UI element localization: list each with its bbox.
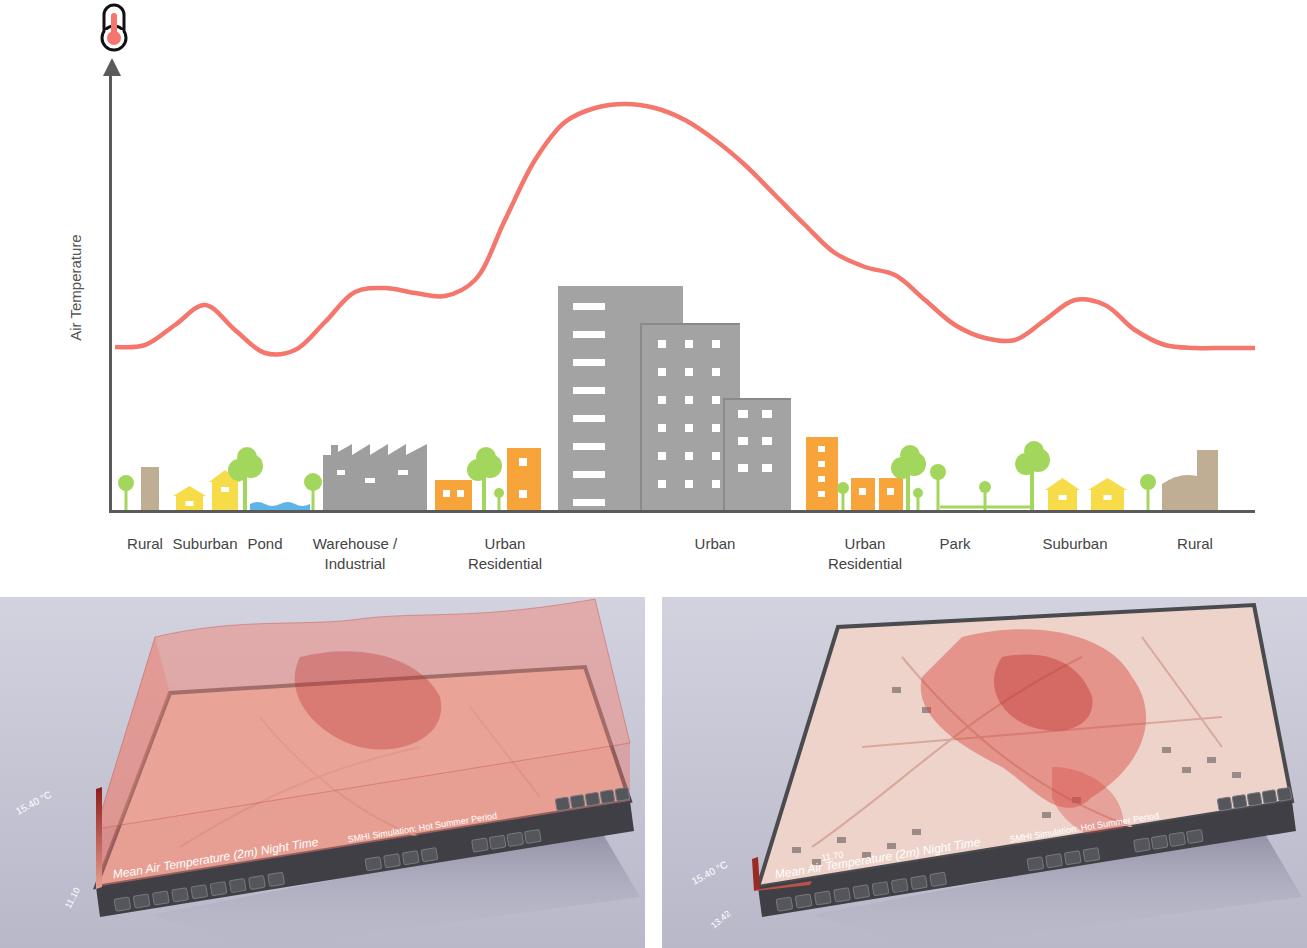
svg-text:Rural: Rural: [127, 535, 163, 552]
svg-text:Air Temperature: Air Temperature: [67, 234, 84, 340]
svg-text:11.10: 11.10: [63, 886, 82, 910]
svg-text:Suburban: Suburban: [172, 535, 237, 552]
svg-text:Pond: Pond: [247, 535, 282, 552]
svg-text:Mean Air Temperature (2m) Nigh: Mean Air Temperature (2m) Night Time: [112, 835, 320, 882]
svg-text:SMHI Simulation: Hot Summer Pe: SMHI Simulation: Hot Summer Period: [1009, 810, 1160, 844]
svg-text:Mean Air Temperature (2m) Nigh: Mean Air Temperature (2m) Night Time: [774, 835, 982, 882]
svg-text:Rural: Rural: [1177, 535, 1213, 552]
svg-text:Park: Park: [940, 535, 971, 552]
svg-text:15.40 °C: 15.40 °C: [690, 859, 730, 887]
svg-text:UrbanResidential: UrbanResidential: [828, 535, 902, 572]
svg-text:11.70: 11.70: [821, 850, 844, 863]
svg-text:Urban: Urban: [695, 535, 736, 552]
svg-text:UrbanResidential: UrbanResidential: [468, 535, 542, 572]
svg-text:13.42: 13.42: [709, 908, 733, 930]
svg-text:SMHI Simulation: Hot Summer Pe: SMHI Simulation: Hot Summer Period: [347, 810, 498, 844]
svg-text:15.40 °C: 15.40 °C: [14, 789, 54, 817]
svg-text:Warehouse /Industrial: Warehouse /Industrial: [313, 535, 398, 572]
svg-text:Suburban: Suburban: [1042, 535, 1107, 552]
